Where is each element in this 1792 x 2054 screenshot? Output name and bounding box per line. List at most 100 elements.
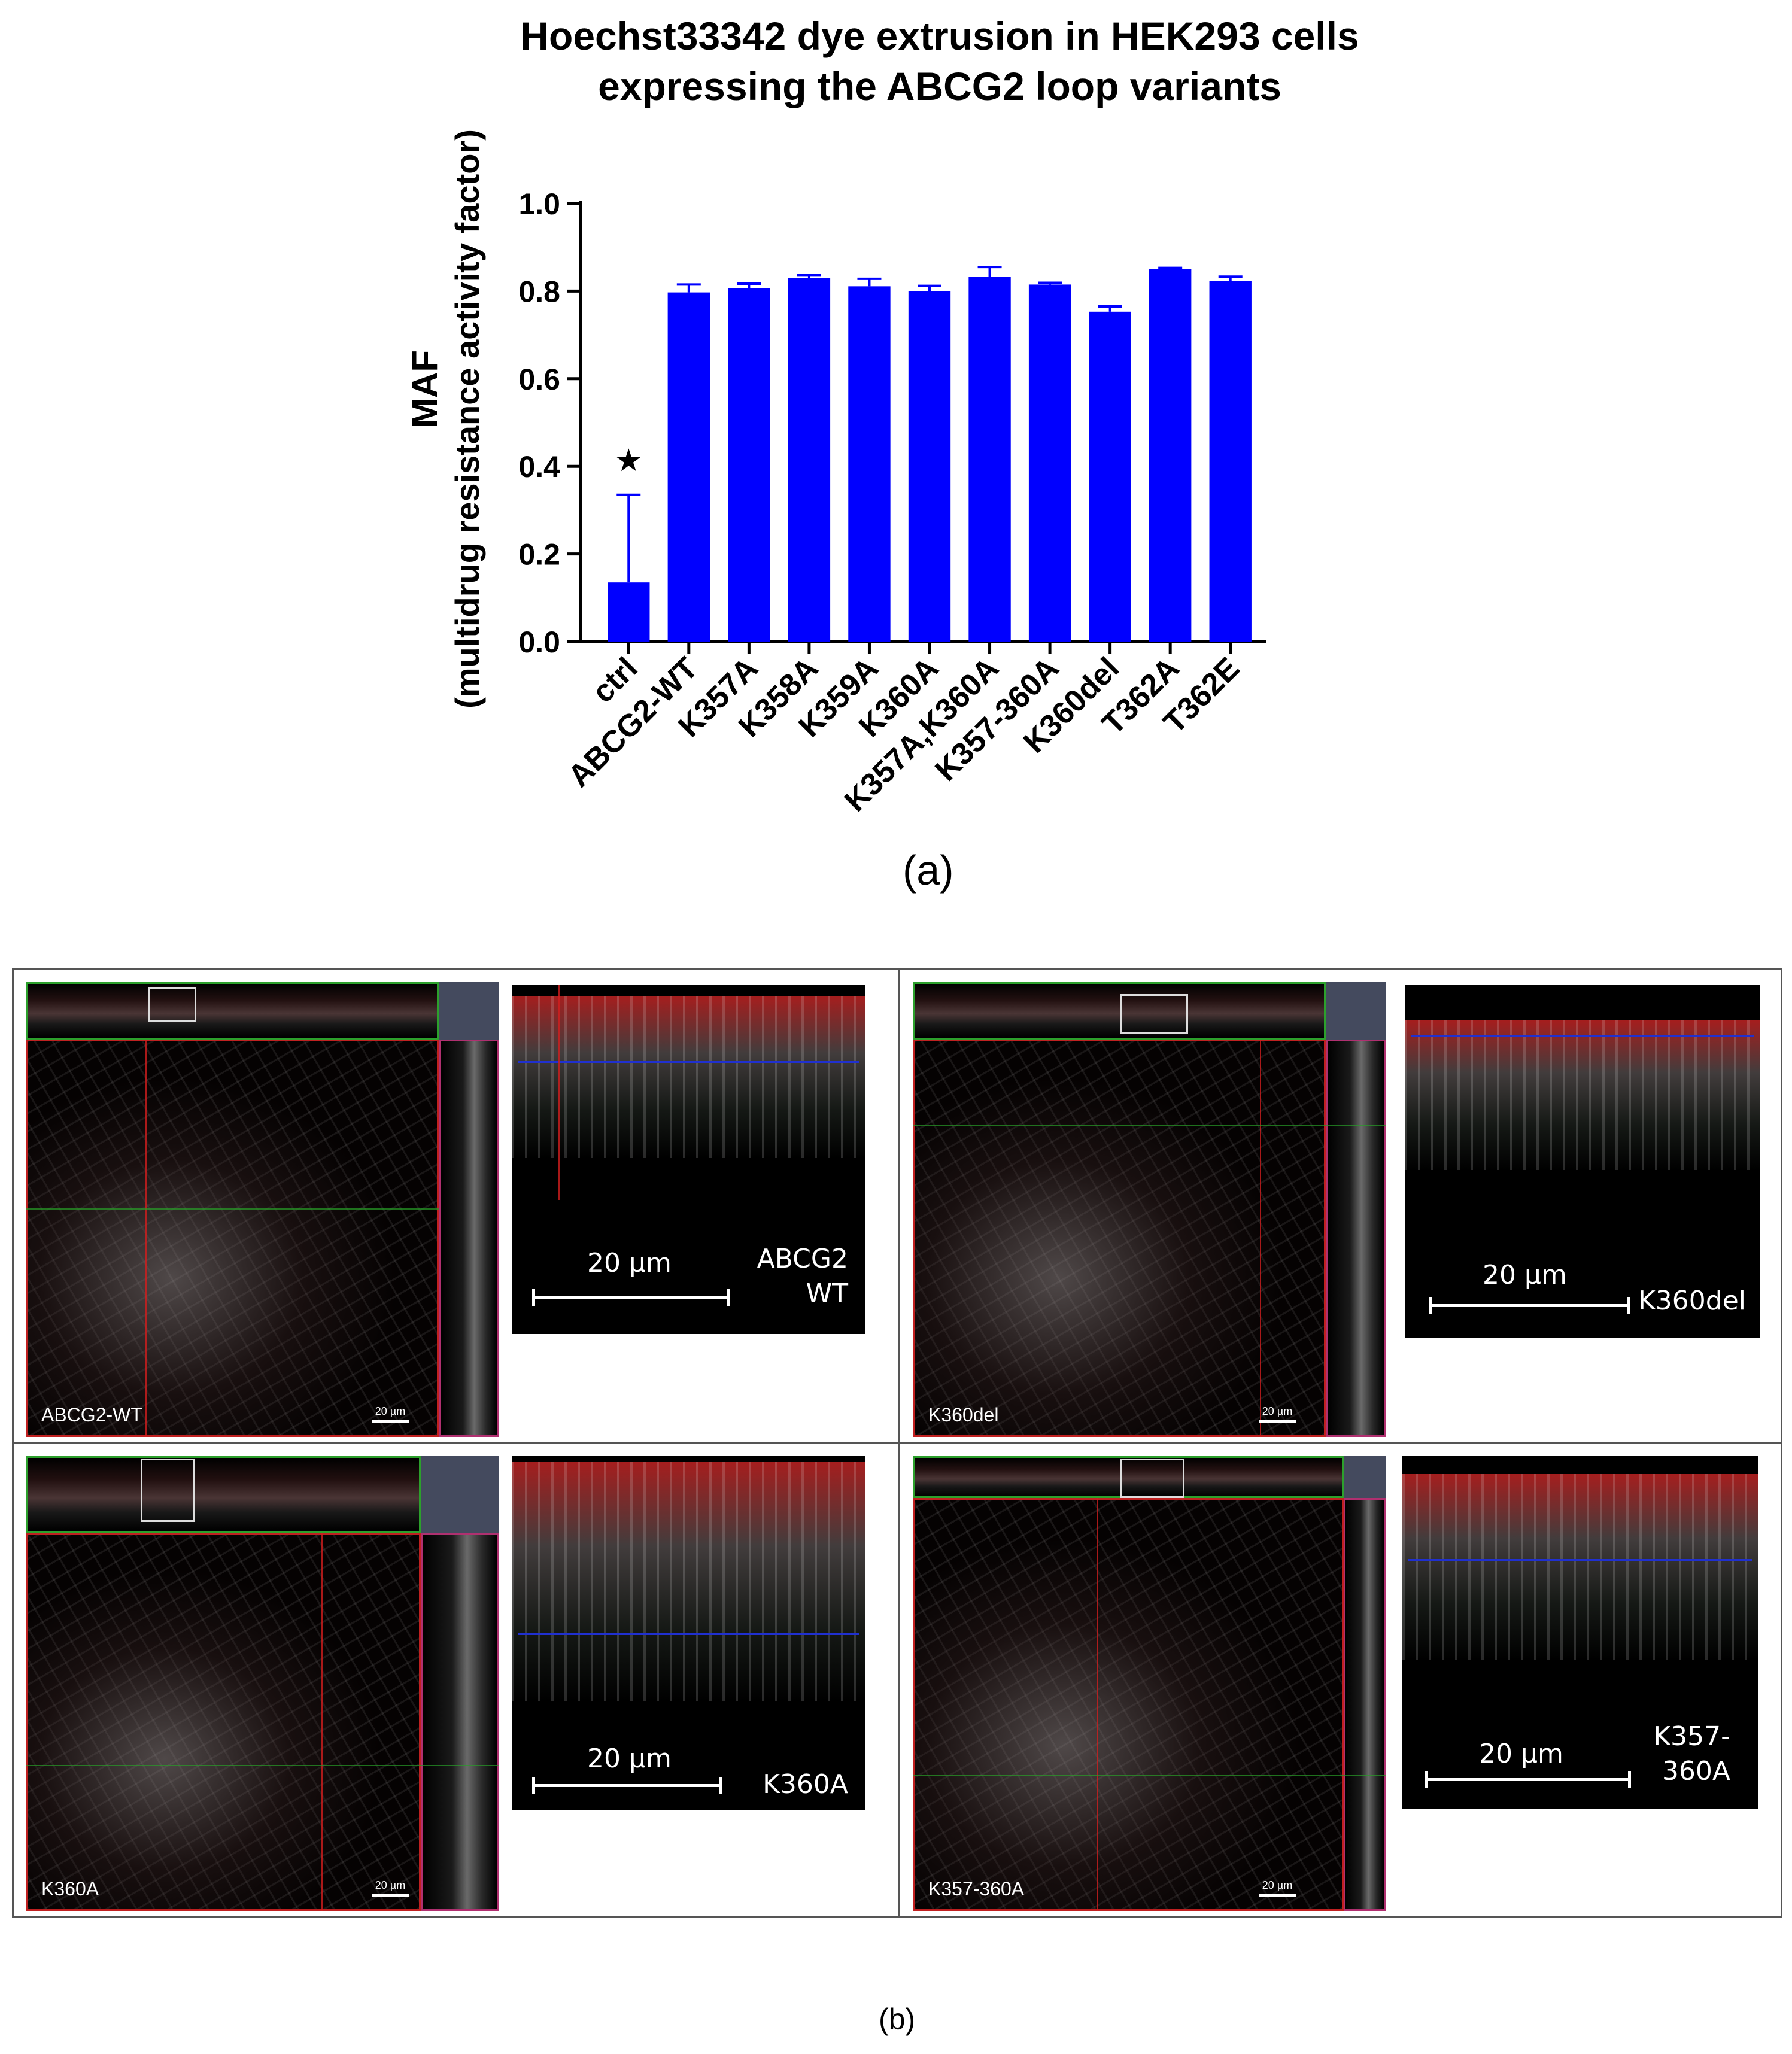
crosshair-horizontal <box>26 1765 499 1766</box>
z-level-line <box>1408 1559 1752 1561</box>
zoom-view-abcg2-wt: 20 µm ABCG2 WT <box>512 985 865 1334</box>
zoom-view-label: K360del <box>1638 1286 1746 1316</box>
scale-bar <box>1425 1771 1631 1788</box>
scale-bar-label: 20 µm <box>587 1248 672 1278</box>
bar <box>968 276 1011 642</box>
scale-bar <box>532 1777 722 1794</box>
mini-scale-bar: 20 µm <box>372 1879 409 1897</box>
orthogonal-view-k360del: K360del 20 µm <box>913 982 1386 1437</box>
x-axis <box>579 640 1266 654</box>
y-tick-label: 0.8 <box>518 275 560 308</box>
scale-bar-label: 20 µm <box>1483 1260 1567 1290</box>
zoom-view-label: K360A <box>763 1769 848 1800</box>
zoom-selection-box <box>1120 994 1188 1034</box>
bar <box>848 286 891 642</box>
bar <box>728 288 770 642</box>
xy-confocal-image <box>913 1040 1326 1437</box>
crosshair-horizontal <box>913 1775 1386 1776</box>
category-labels: ctrlABCG2-WTK357AK358AK359AK360AK357A,K3… <box>561 651 1246 818</box>
mini-scale-text: 20 µm <box>1262 1879 1293 1891</box>
y-tick-label: 0.2 <box>518 538 560 572</box>
zoom-view-label: K357- 360A <box>1653 1721 1730 1786</box>
microscopy-panel: ABCG2-WT 20 µm 20 µm ABCG2 WT K360del 20… <box>12 968 1782 1918</box>
xz-projection <box>913 982 1326 1040</box>
crosshair-vertical <box>321 1533 323 1911</box>
mini-scale-text: 20 µm <box>375 1405 406 1417</box>
y-tick-label: 0.6 <box>518 363 560 396</box>
scale-bar-label: 20 µm <box>1479 1739 1563 1769</box>
bar <box>1149 269 1192 642</box>
zoom-view-label: ABCG2 WT <box>757 1244 848 1309</box>
mini-scale-text: 20 µm <box>375 1879 406 1891</box>
crosshair-horizontal <box>913 1125 1386 1126</box>
y-tick-label: 1.0 <box>518 187 560 221</box>
bar <box>1028 284 1071 642</box>
view-label: K357-360A <box>928 1878 1025 1900</box>
z-level-line <box>518 1061 859 1063</box>
orthogonal-view-k357-360a: K357-360A 20 µm <box>913 1456 1386 1911</box>
mini-scale-bar: 20 µm <box>1259 1879 1296 1897</box>
annotations: ★ <box>615 443 643 479</box>
error-bars <box>616 266 1243 583</box>
orthogonal-view-abcg2-wt: ABCG2-WT 20 µm <box>26 982 499 1437</box>
zoom-selection-box <box>141 1459 195 1522</box>
bars <box>608 269 1252 642</box>
mini-scale-text: 20 µm <box>1262 1405 1293 1417</box>
zoom-tissue-section <box>512 996 865 1158</box>
y-axis-label: MAF <box>405 350 445 428</box>
view-label: ABCG2-WT <box>41 1404 142 1426</box>
zoom-view-k360a: 20 µm K360A <box>512 1456 865 1810</box>
xy-confocal-image <box>913 1498 1344 1911</box>
crosshair-vertical <box>1260 1040 1261 1437</box>
crosshair-vertical <box>558 985 560 1200</box>
scale-bar-label: 20 µm <box>587 1743 672 1774</box>
z-level-line <box>1411 1035 1754 1037</box>
zoom-tissue-section <box>512 1462 865 1701</box>
bar <box>1089 311 1131 642</box>
scale-bar <box>1429 1297 1630 1314</box>
mini-scale-bar: 20 µm <box>1259 1405 1296 1423</box>
y-axis-sublabel: (multidrug resistance activity factor) <box>448 129 486 709</box>
zoom-selection-box <box>148 987 196 1022</box>
yz-projection <box>1326 1040 1386 1437</box>
crosshair-vertical <box>1097 1498 1098 1911</box>
chart-title: Hoechst33342 dye extrusion in HEK293 cel… <box>0 11 1792 111</box>
mini-scale-bar: 20 µm <box>372 1405 409 1423</box>
bar <box>908 291 951 642</box>
crosshair-horizontal <box>26 1208 439 1210</box>
yz-projection <box>421 1533 499 1911</box>
corner-block <box>421 1456 499 1533</box>
yz-projection <box>439 1040 499 1437</box>
zoom-selection-box <box>1120 1459 1184 1498</box>
bar-chart: 0.0 0.2 0.4 0.6 0.8 1.0 ★ ctrlABCG2-WTK357AK3… <box>405 129 1266 819</box>
scale-bar <box>532 1289 730 1306</box>
grid-divider-horizontal <box>14 1442 1781 1444</box>
chart-title-line-1: Hoechst33342 dye extrusion in HEK293 cel… <box>520 14 1359 58</box>
y-tick-label: 0.4 <box>518 450 560 484</box>
view-label: K360del <box>928 1404 999 1426</box>
y-axis: 0.0 0.2 0.4 0.6 0.8 1.0 <box>518 187 582 659</box>
chart-title-line-2: expressing the ABCG2 loop variants <box>598 64 1281 108</box>
corner-block <box>1344 1456 1386 1498</box>
orthogonal-view-k360a: K360A 20 µm <box>26 1456 499 1911</box>
xy-confocal-image <box>26 1040 439 1437</box>
bar <box>788 278 831 642</box>
view-label: K360A <box>41 1878 99 1900</box>
crosshair-vertical <box>145 1040 147 1437</box>
zoom-tissue-section <box>1405 1020 1760 1170</box>
panel-a-caption: (a) <box>903 847 954 894</box>
zoom-tissue-section <box>1402 1474 1758 1660</box>
corner-block <box>1326 982 1386 1040</box>
xz-projection <box>26 982 439 1040</box>
xz-projection <box>26 1456 421 1533</box>
bar <box>1209 281 1252 642</box>
yz-projection <box>1344 1498 1386 1911</box>
bar <box>667 292 710 642</box>
zoom-view-k360del: 20 µm K360del <box>1405 985 1760 1338</box>
z-level-line <box>518 1633 859 1635</box>
zoom-view-k357-360a: 20 µm K357- 360A <box>1402 1456 1758 1809</box>
y-tick-label: 0.0 <box>518 625 560 659</box>
bar <box>608 582 650 642</box>
significance-star: ★ <box>615 443 643 479</box>
corner-block <box>439 982 499 1040</box>
